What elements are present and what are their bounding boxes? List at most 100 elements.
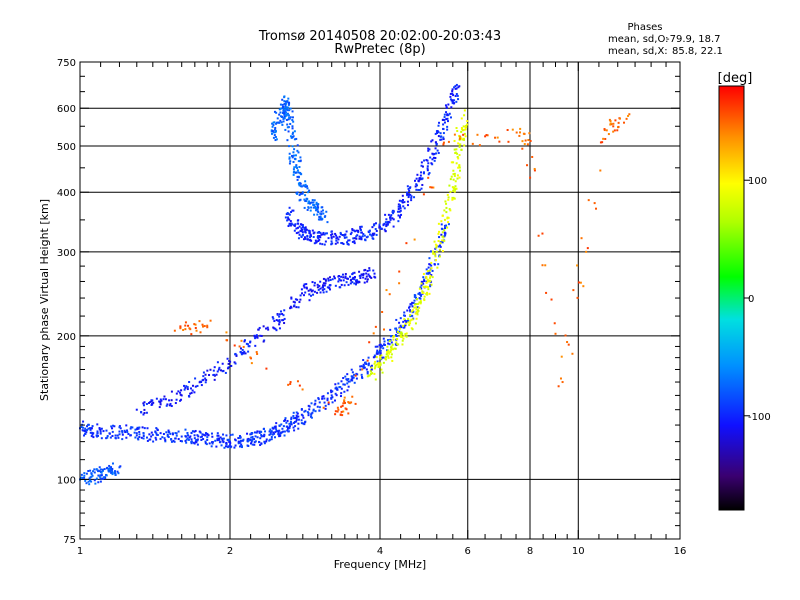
data-point	[289, 107, 292, 110]
data-point	[404, 322, 407, 325]
data-point	[373, 372, 376, 375]
data-point	[286, 123, 289, 126]
chart-title: Tromsø 20140508 20:02:00-20:03:43	[258, 29, 501, 44]
data-point	[338, 386, 341, 389]
data-point	[302, 294, 305, 297]
data-point	[278, 315, 281, 318]
data-point	[291, 156, 294, 159]
data-point	[216, 439, 219, 442]
data-point	[272, 136, 275, 139]
data-point	[146, 427, 149, 430]
data-point	[406, 185, 409, 188]
data-point	[407, 321, 410, 324]
data-point	[354, 283, 357, 286]
data-point	[289, 420, 292, 423]
data-point	[453, 197, 456, 200]
data-point	[312, 232, 315, 235]
data-point	[273, 121, 276, 124]
data-point	[292, 426, 295, 429]
data-point	[408, 189, 411, 192]
data-point	[553, 322, 556, 325]
data-point	[191, 389, 194, 392]
data-point	[348, 402, 351, 405]
data-point	[180, 398, 183, 401]
data-point	[392, 338, 395, 341]
data-point	[360, 236, 363, 239]
data-point	[95, 477, 98, 480]
data-point	[255, 335, 258, 338]
data-point	[599, 141, 602, 144]
data-point	[577, 281, 580, 284]
data-point	[111, 467, 114, 470]
data-point	[324, 232, 327, 235]
data-point	[444, 234, 447, 237]
data-point	[160, 399, 163, 402]
data-point	[324, 215, 327, 218]
data-point	[428, 172, 431, 175]
data-point	[294, 298, 297, 301]
data-point	[292, 120, 295, 123]
data-point	[347, 401, 350, 404]
data-point	[296, 412, 299, 415]
data-point	[159, 398, 162, 401]
data-point	[416, 184, 419, 187]
data-point	[413, 299, 416, 302]
data-point	[342, 276, 345, 279]
data-point	[390, 341, 393, 344]
data-point	[384, 230, 387, 233]
data-point	[355, 281, 358, 284]
data-point	[360, 238, 363, 241]
data-point	[234, 444, 237, 447]
data-point	[417, 302, 420, 305]
data-point	[317, 398, 320, 401]
data-point	[343, 401, 346, 404]
data-point	[300, 413, 303, 416]
data-point	[431, 269, 434, 272]
data-point	[428, 271, 431, 274]
data-point	[448, 184, 451, 187]
data-point	[90, 431, 93, 434]
data-point	[453, 99, 456, 102]
data-point	[422, 272, 425, 275]
data-point	[269, 428, 272, 431]
data-point	[370, 234, 373, 237]
data-point	[329, 279, 332, 282]
data-point	[272, 431, 275, 434]
data-point	[263, 434, 266, 437]
data-point	[99, 428, 102, 431]
data-point	[188, 381, 191, 384]
data-point	[244, 352, 247, 355]
data-point	[360, 231, 363, 234]
data-point	[121, 430, 124, 433]
data-point	[218, 366, 221, 369]
data-point	[415, 306, 418, 309]
data-point	[460, 126, 463, 129]
data-point	[359, 368, 362, 371]
data-point	[195, 441, 198, 444]
data-point	[362, 359, 365, 362]
data-point	[190, 333, 193, 336]
data-point	[320, 233, 323, 236]
data-point	[451, 88, 454, 91]
data-point	[320, 218, 323, 221]
data-point	[377, 366, 380, 369]
data-point	[91, 425, 94, 428]
data-point	[275, 319, 278, 322]
data-point	[283, 430, 286, 433]
data-point	[342, 410, 345, 413]
data-point	[187, 438, 190, 441]
data-point	[433, 159, 436, 162]
data-point	[376, 360, 379, 363]
data-point	[418, 287, 421, 290]
data-point	[118, 426, 121, 429]
data-point	[288, 116, 291, 119]
data-point	[290, 418, 293, 421]
data-point	[321, 286, 324, 289]
data-point	[87, 480, 90, 483]
data-point	[295, 414, 298, 417]
data-point	[367, 363, 370, 366]
data-point	[184, 435, 187, 438]
data-point	[409, 310, 412, 313]
data-point	[419, 293, 422, 296]
x-tick-label: 1	[77, 546, 83, 557]
